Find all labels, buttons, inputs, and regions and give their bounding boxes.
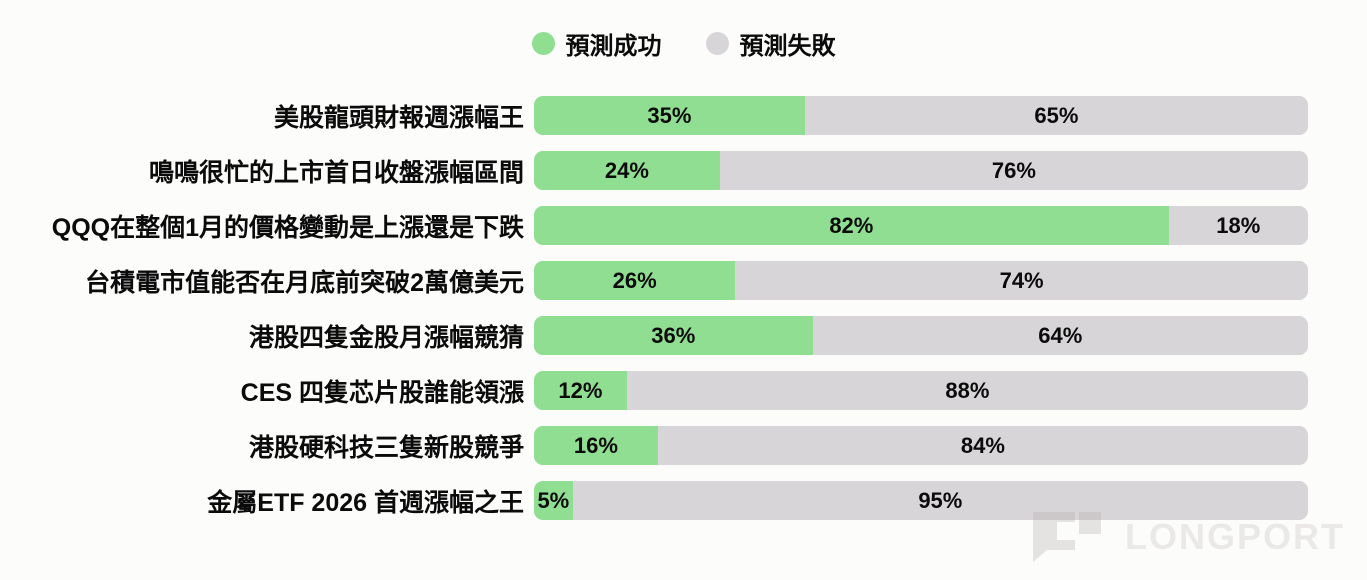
fail-segment: 95%: [572, 481, 1308, 520]
category-label: 金屬ETF 2026 首週漲幅之王: [207, 488, 524, 517]
stacked-bar-chart: 美股龍頭財報週漲幅王 35% 65% 鳴鳴很忙的上市首日收盤漲幅區間 24% 76% QQQ…: [0, 96, 1308, 536]
fail-segment: 65%: [804, 96, 1308, 135]
chart-row: 美股龍頭財報週漲幅王 35% 65%: [0, 96, 1308, 135]
chart-row: QQQ在整個1月的價格變動是上漲還是下跌 82% 18%: [0, 206, 1308, 245]
category-label: 台積電市值能否在月底前突破2萬億美元: [85, 268, 524, 297]
stacked-bar: 12% 88%: [534, 371, 1308, 410]
category-label: CES 四隻芯片股誰能領漲: [240, 378, 524, 407]
legend-fail-label: 預測失敗: [739, 33, 836, 60]
success-segment: 12%: [534, 371, 627, 410]
chart-row: 金屬ETF 2026 首週漲幅之王 5% 95%: [0, 481, 1308, 520]
fail-segment: 18%: [1168, 206, 1308, 245]
success-segment: 24%: [534, 151, 720, 190]
fail-dot-icon: [705, 32, 729, 55]
stacked-bar: 26% 74%: [534, 261, 1308, 300]
category-label: 港股硬科技三隻新股競爭: [248, 433, 524, 462]
category-label: 港股四隻金股月漲幅競猜: [248, 323, 524, 352]
success-segment: 5%: [534, 481, 573, 520]
chart-row: 鳴鳴很忙的上市首日收盤漲幅區間 24% 76%: [0, 151, 1308, 190]
chart-row: 港股四隻金股月漲幅競猜 36% 64%: [0, 316, 1308, 355]
fail-segment: 84%: [657, 426, 1308, 465]
stacked-bar: 24% 76%: [534, 151, 1308, 190]
success-segment: 35%: [534, 96, 805, 135]
legend-item-fail: 預測失敗: [705, 26, 836, 61]
category-label: QQQ在整個1月的價格變動是上漲還是下跌: [51, 213, 524, 242]
chart-row: CES 四隻芯片股誰能領漲 12% 88%: [0, 371, 1308, 410]
success-segment: 36%: [534, 316, 813, 355]
success-dot-icon: [531, 32, 555, 55]
success-segment: 26%: [534, 261, 736, 300]
fail-segment: 76%: [719, 151, 1308, 190]
chart-row: 台積電市值能否在月底前突破2萬億美元 26% 74%: [0, 261, 1308, 300]
category-label: 美股龍頭財報週漲幅王: [273, 103, 524, 132]
stacked-bar: 82% 18%: [534, 206, 1308, 245]
stacked-bar: 5% 95%: [534, 481, 1308, 520]
stacked-bar: 36% 64%: [534, 316, 1308, 355]
chart-row: 港股硬科技三隻新股競爭 16% 84%: [0, 426, 1308, 465]
fail-segment: 64%: [812, 316, 1308, 355]
stacked-bar: 35% 65%: [534, 96, 1308, 135]
legend-success-label: 預測成功: [565, 33, 662, 60]
success-segment: 82%: [534, 206, 1169, 245]
stacked-bar: 16% 84%: [534, 426, 1308, 465]
legend-item-success: 預測成功: [531, 26, 662, 61]
category-label: 鳴鳴很忙的上市首日收盤漲幅區間: [148, 158, 524, 187]
success-segment: 16%: [534, 426, 658, 465]
fail-segment: 74%: [735, 261, 1308, 300]
fail-segment: 88%: [626, 371, 1308, 410]
chart-legend: 預測成功 預測失敗: [0, 26, 1367, 61]
